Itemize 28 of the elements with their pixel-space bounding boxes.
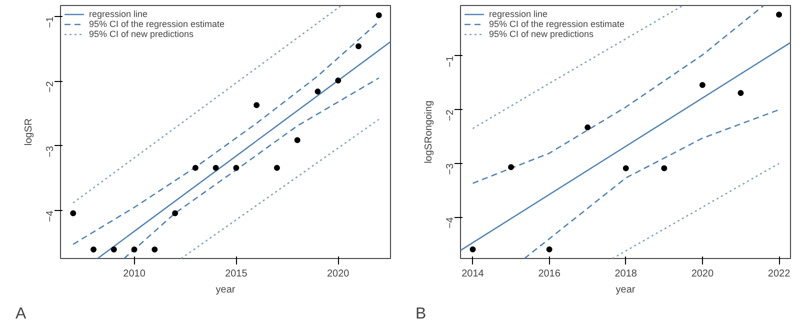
legend-label: regression line: [489, 9, 548, 19]
y-tick-label: −3: [445, 162, 456, 175]
text: A: [16, 306, 26, 322]
legend-label: 95% CI of new predictions: [489, 29, 594, 39]
x-tick-label: 2014: [462, 268, 484, 280]
y-tick-label: −1: [45, 16, 56, 28]
legend-label: 95% CI of the regression estimate: [89, 19, 225, 29]
y-tick-label: −4: [45, 210, 56, 222]
x-tick-label: 2015: [225, 268, 248, 280]
y-axis-title: logSRongoing: [424, 100, 434, 164]
y-tick-label: −2: [45, 80, 56, 93]
y-axis-title: logSR: [24, 118, 34, 146]
x-tick-label: 2010: [123, 268, 146, 280]
y-tick-label: −2: [445, 109, 456, 122]
legend-label: 95% CI of new predictions: [89, 29, 194, 39]
x-tick-label: 2022: [768, 268, 791, 280]
x-axis-title: year: [616, 284, 636, 296]
y-tick-label: −3: [45, 145, 56, 158]
x-tick-label: 2016: [538, 268, 561, 280]
x-tick-label: 2020: [326, 268, 350, 280]
text: B: [416, 306, 426, 322]
x-axis-title: year: [216, 284, 236, 296]
legend-label: 95% CI of the regression estimate: [489, 19, 625, 29]
y-tick-label: −1: [445, 56, 456, 68]
legend-label: regression line: [89, 9, 148, 19]
x-tick-label: 2020: [691, 268, 714, 280]
x-tick-label: 2018: [614, 268, 638, 280]
y-tick-label: −4: [445, 216, 456, 229]
